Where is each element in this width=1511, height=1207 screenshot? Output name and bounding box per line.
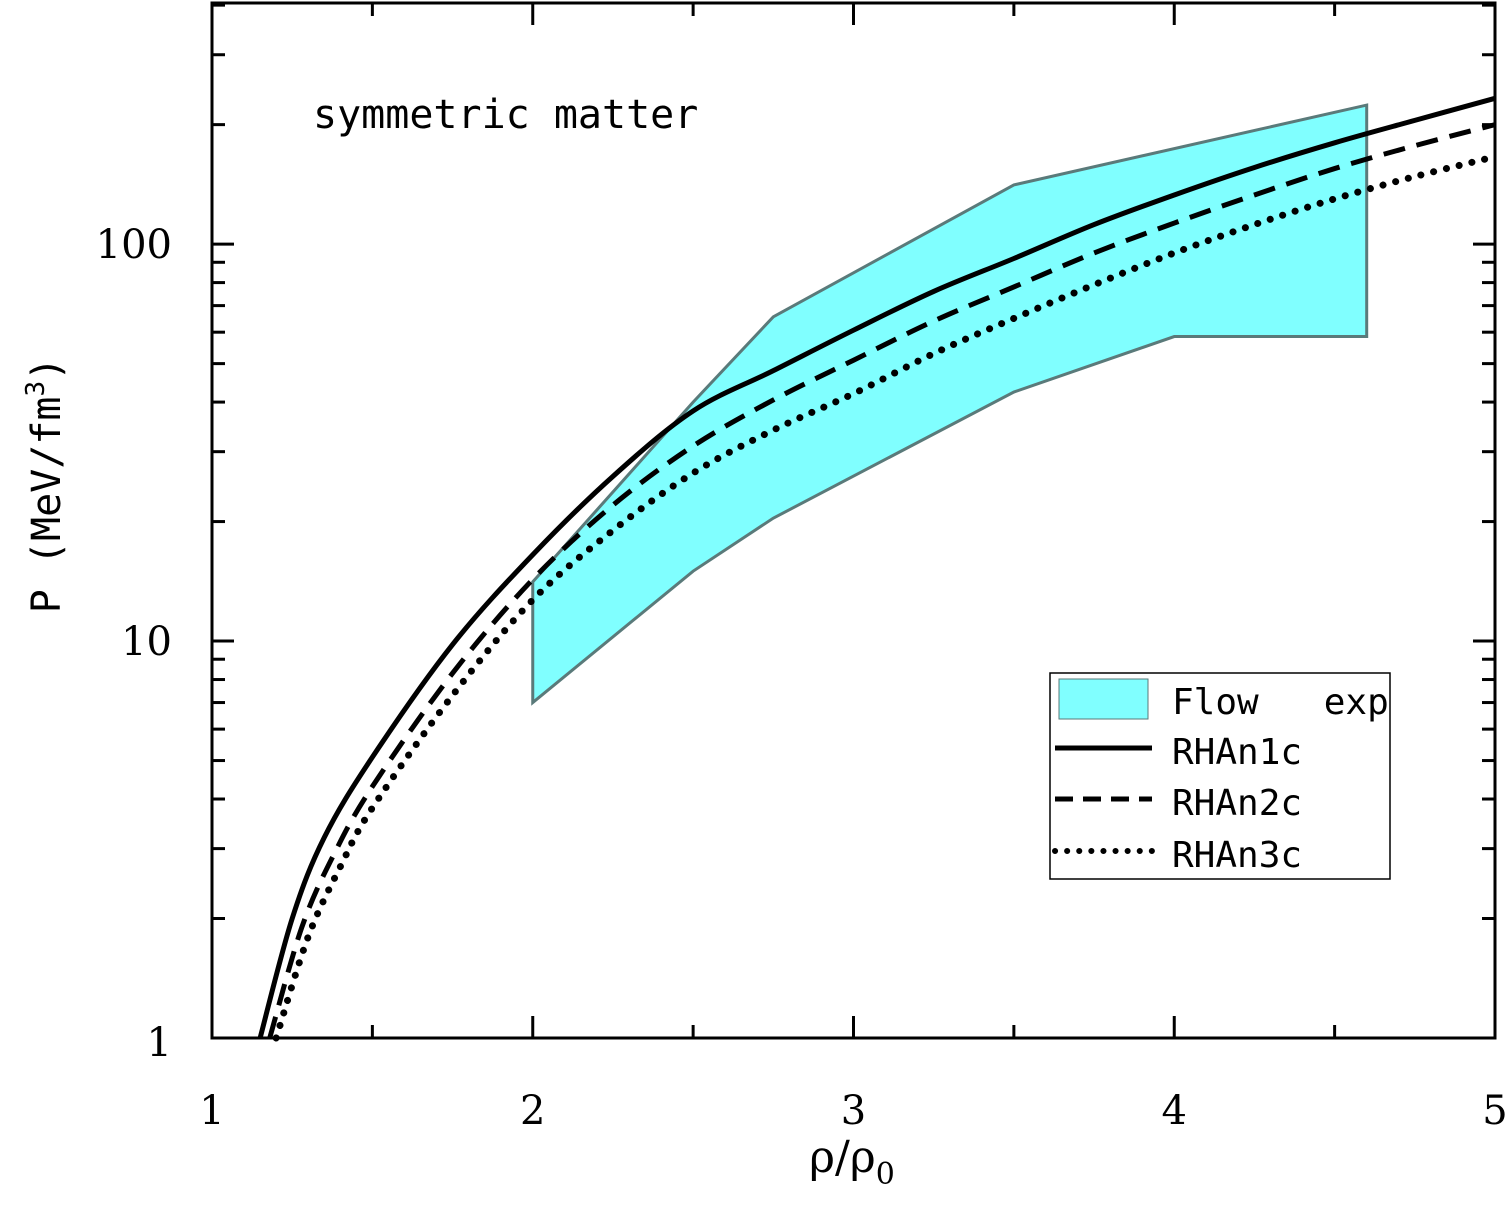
- x-axis-label: ρ/ρ0: [809, 1132, 895, 1192]
- legend-label-rhan2c: RHAn2c: [1172, 783, 1302, 824]
- x-tick-label: 5: [1482, 1088, 1507, 1134]
- legend-swatch-flow: [1058, 678, 1149, 720]
- y-axis-label: P (MeV/fm3): [21, 357, 70, 614]
- y-tick-label: 100: [96, 222, 172, 268]
- annotation: symmetric matter: [313, 92, 698, 138]
- legend: Flow exp RHAn1c RHAn2c RHAn3c: [1049, 672, 1391, 880]
- x-tick-label: 1: [199, 1088, 224, 1134]
- y-tick-label: 1: [147, 1020, 172, 1066]
- x-tick-label: 3: [841, 1088, 866, 1134]
- flow-exp-band: [531, 103, 1369, 706]
- series-layer: [257, 95, 1499, 1042]
- x-tick-label: 2: [520, 1088, 545, 1134]
- series-rhan1c: [257, 95, 1496, 1039]
- tick-layer: 1 2 3 4 5 1 10 100: [96, 3, 1508, 1134]
- y-tick-label: 10: [121, 619, 172, 665]
- legend-label-flow: Flow exp: [1172, 682, 1389, 723]
- series-rhan3c: [272, 153, 1499, 1042]
- x-tick-label: 4: [1162, 1088, 1187, 1134]
- series-rhan2c: [267, 122, 1496, 1039]
- legend-label-rhan3c: RHAn3c: [1172, 835, 1302, 876]
- legend-label-rhan1c: RHAn1c: [1172, 732, 1302, 773]
- flow-band-layer: [531, 103, 1369, 706]
